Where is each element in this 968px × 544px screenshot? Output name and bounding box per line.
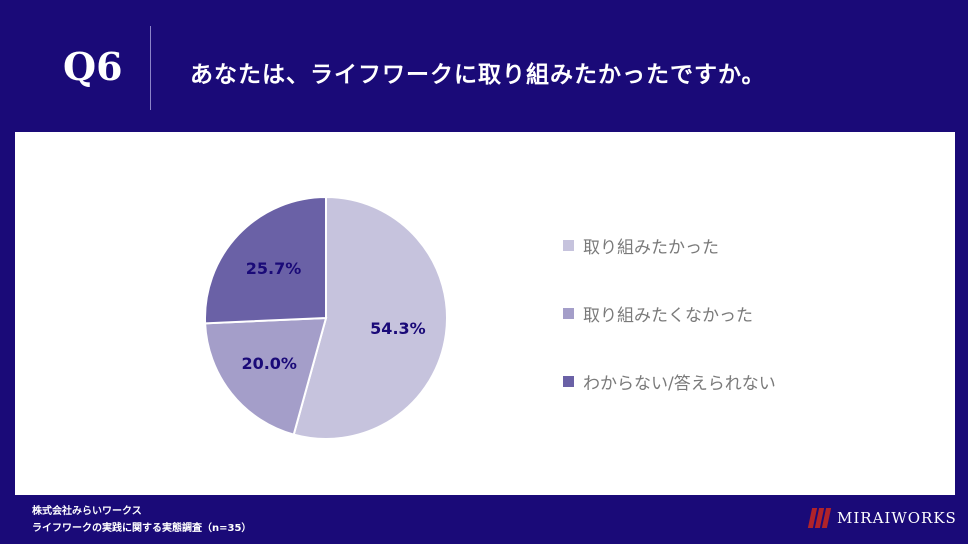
header-divider: [150, 26, 151, 110]
question-text: あなたは、ライフワークに取り組みたかったですか。: [190, 62, 766, 88]
slice-value-label: 54.3%: [370, 319, 426, 338]
legend-swatch: [563, 375, 574, 387]
pie-chart: 54.3% 20.0% 25.7%: [204, 195, 448, 440]
chart-panel: 54.3% 20.0% 25.7% 取り組みたかった 取り組みたくなかった わからな…: [15, 132, 955, 495]
company-logo: MIRAIWORKS: [807, 508, 957, 528]
legend-label: わからない/答えられない: [583, 373, 776, 394]
pie-slice: [204, 195, 327, 325]
pie-slice: [292, 195, 448, 440]
slice-value-label: 20.0%: [241, 354, 297, 373]
slice-value-label: 25.7%: [246, 259, 302, 278]
legend-item: わからない/答えられない: [563, 366, 776, 396]
logo-mark-icon: [807, 508, 832, 528]
legend-label: 取り組みたかった: [583, 237, 719, 258]
chart-legend: 取り組みたかった 取り組みたくなかった わからない/答えられない: [563, 230, 776, 434]
pie-slice: [204, 316, 328, 436]
header: Q6 あなたは、ライフワークに取り組みたかったですか。: [0, 0, 968, 132]
question-number: Q6: [63, 44, 123, 89]
footer-company: 株式会社みらいワークス: [32, 506, 142, 517]
legend-item: 取り組みたかった: [563, 230, 776, 260]
legend-swatch: [563, 307, 574, 319]
legend-swatch: [563, 239, 574, 251]
footer-source: 株式会社みらいワークス ライフワークの実践に関する実態調査（n=35）: [32, 503, 251, 537]
legend-item: 取り組みたくなかった: [563, 298, 776, 328]
logo-text: MIRAIWORKS: [837, 509, 957, 527]
legend-label: 取り組みたくなかった: [583, 305, 753, 326]
footer-survey: ライフワークの実践に関する実態調査（n=35）: [32, 523, 252, 534]
